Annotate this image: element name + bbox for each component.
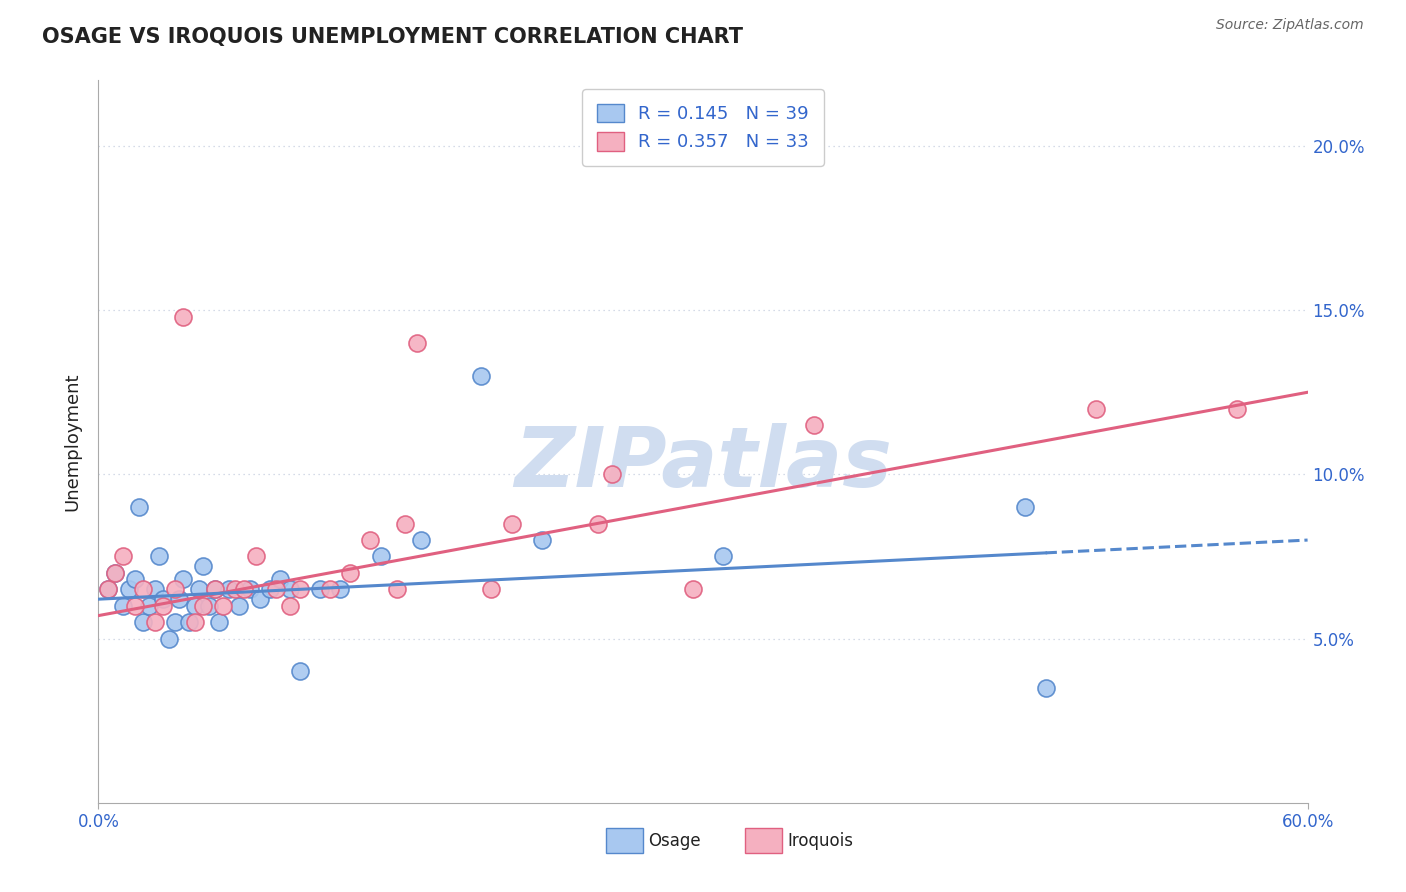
Point — [184, 599, 207, 613]
Point — [711, 549, 734, 564]
Point — [288, 665, 311, 679]
Point — [103, 566, 125, 580]
Point — [530, 533, 553, 547]
Point — [128, 500, 150, 515]
Bar — [606, 828, 643, 854]
Point — [204, 582, 226, 597]
Point — [278, 582, 301, 597]
Point — [179, 615, 201, 630]
Point — [198, 599, 221, 613]
Point — [224, 582, 246, 597]
Point — [172, 573, 194, 587]
Point — [218, 582, 240, 597]
Point — [132, 582, 155, 597]
Point — [232, 582, 254, 597]
Point — [97, 582, 120, 597]
Point — [97, 582, 120, 597]
Point — [132, 615, 155, 630]
Point — [118, 582, 141, 597]
Point — [148, 549, 170, 564]
Point — [163, 582, 186, 597]
Y-axis label: Unemployment: Unemployment — [63, 372, 82, 511]
Point — [278, 599, 301, 613]
Point — [245, 549, 267, 564]
Bar — [745, 828, 782, 854]
Point — [586, 516, 609, 531]
Point — [204, 582, 226, 597]
Text: Iroquois: Iroquois — [787, 832, 853, 850]
Point — [288, 582, 311, 597]
Point — [394, 516, 416, 531]
Point — [124, 573, 146, 587]
Text: Source: ZipAtlas.com: Source: ZipAtlas.com — [1216, 18, 1364, 32]
Point — [228, 599, 250, 613]
Point — [193, 599, 215, 613]
Point — [208, 615, 231, 630]
Point — [157, 632, 180, 646]
Point — [249, 592, 271, 607]
Point — [1035, 681, 1057, 695]
Point — [152, 599, 174, 613]
Point — [385, 582, 408, 597]
Point — [212, 599, 235, 613]
Point — [803, 418, 825, 433]
Text: ZIPatlas: ZIPatlas — [515, 423, 891, 504]
Point — [370, 549, 392, 564]
Point — [103, 566, 125, 580]
Point — [138, 599, 160, 613]
Point — [188, 582, 211, 597]
Point — [470, 368, 492, 383]
Point — [124, 599, 146, 613]
Point — [602, 467, 624, 482]
Point — [1085, 401, 1108, 416]
Point — [405, 336, 427, 351]
Point — [264, 582, 287, 597]
Point — [111, 549, 134, 564]
Point — [1226, 401, 1249, 416]
Point — [152, 592, 174, 607]
Point — [163, 615, 186, 630]
Point — [239, 582, 262, 597]
Point — [193, 559, 215, 574]
Point — [143, 615, 166, 630]
Point — [339, 566, 361, 580]
Legend: R = 0.145   N = 39, R = 0.357   N = 33: R = 0.145 N = 39, R = 0.357 N = 33 — [582, 89, 824, 166]
Text: Osage: Osage — [648, 832, 702, 850]
Point — [143, 582, 166, 597]
Point — [259, 582, 281, 597]
Point — [501, 516, 523, 531]
Point — [172, 310, 194, 324]
Point — [319, 582, 342, 597]
Point — [184, 615, 207, 630]
Point — [409, 533, 432, 547]
Point — [269, 573, 291, 587]
Point — [329, 582, 352, 597]
Point — [481, 582, 503, 597]
Point — [360, 533, 382, 547]
Point — [682, 582, 704, 597]
Point — [309, 582, 332, 597]
Text: OSAGE VS IROQUOIS UNEMPLOYMENT CORRELATION CHART: OSAGE VS IROQUOIS UNEMPLOYMENT CORRELATI… — [42, 27, 744, 46]
Point — [111, 599, 134, 613]
Point — [1014, 500, 1036, 515]
Point — [167, 592, 190, 607]
